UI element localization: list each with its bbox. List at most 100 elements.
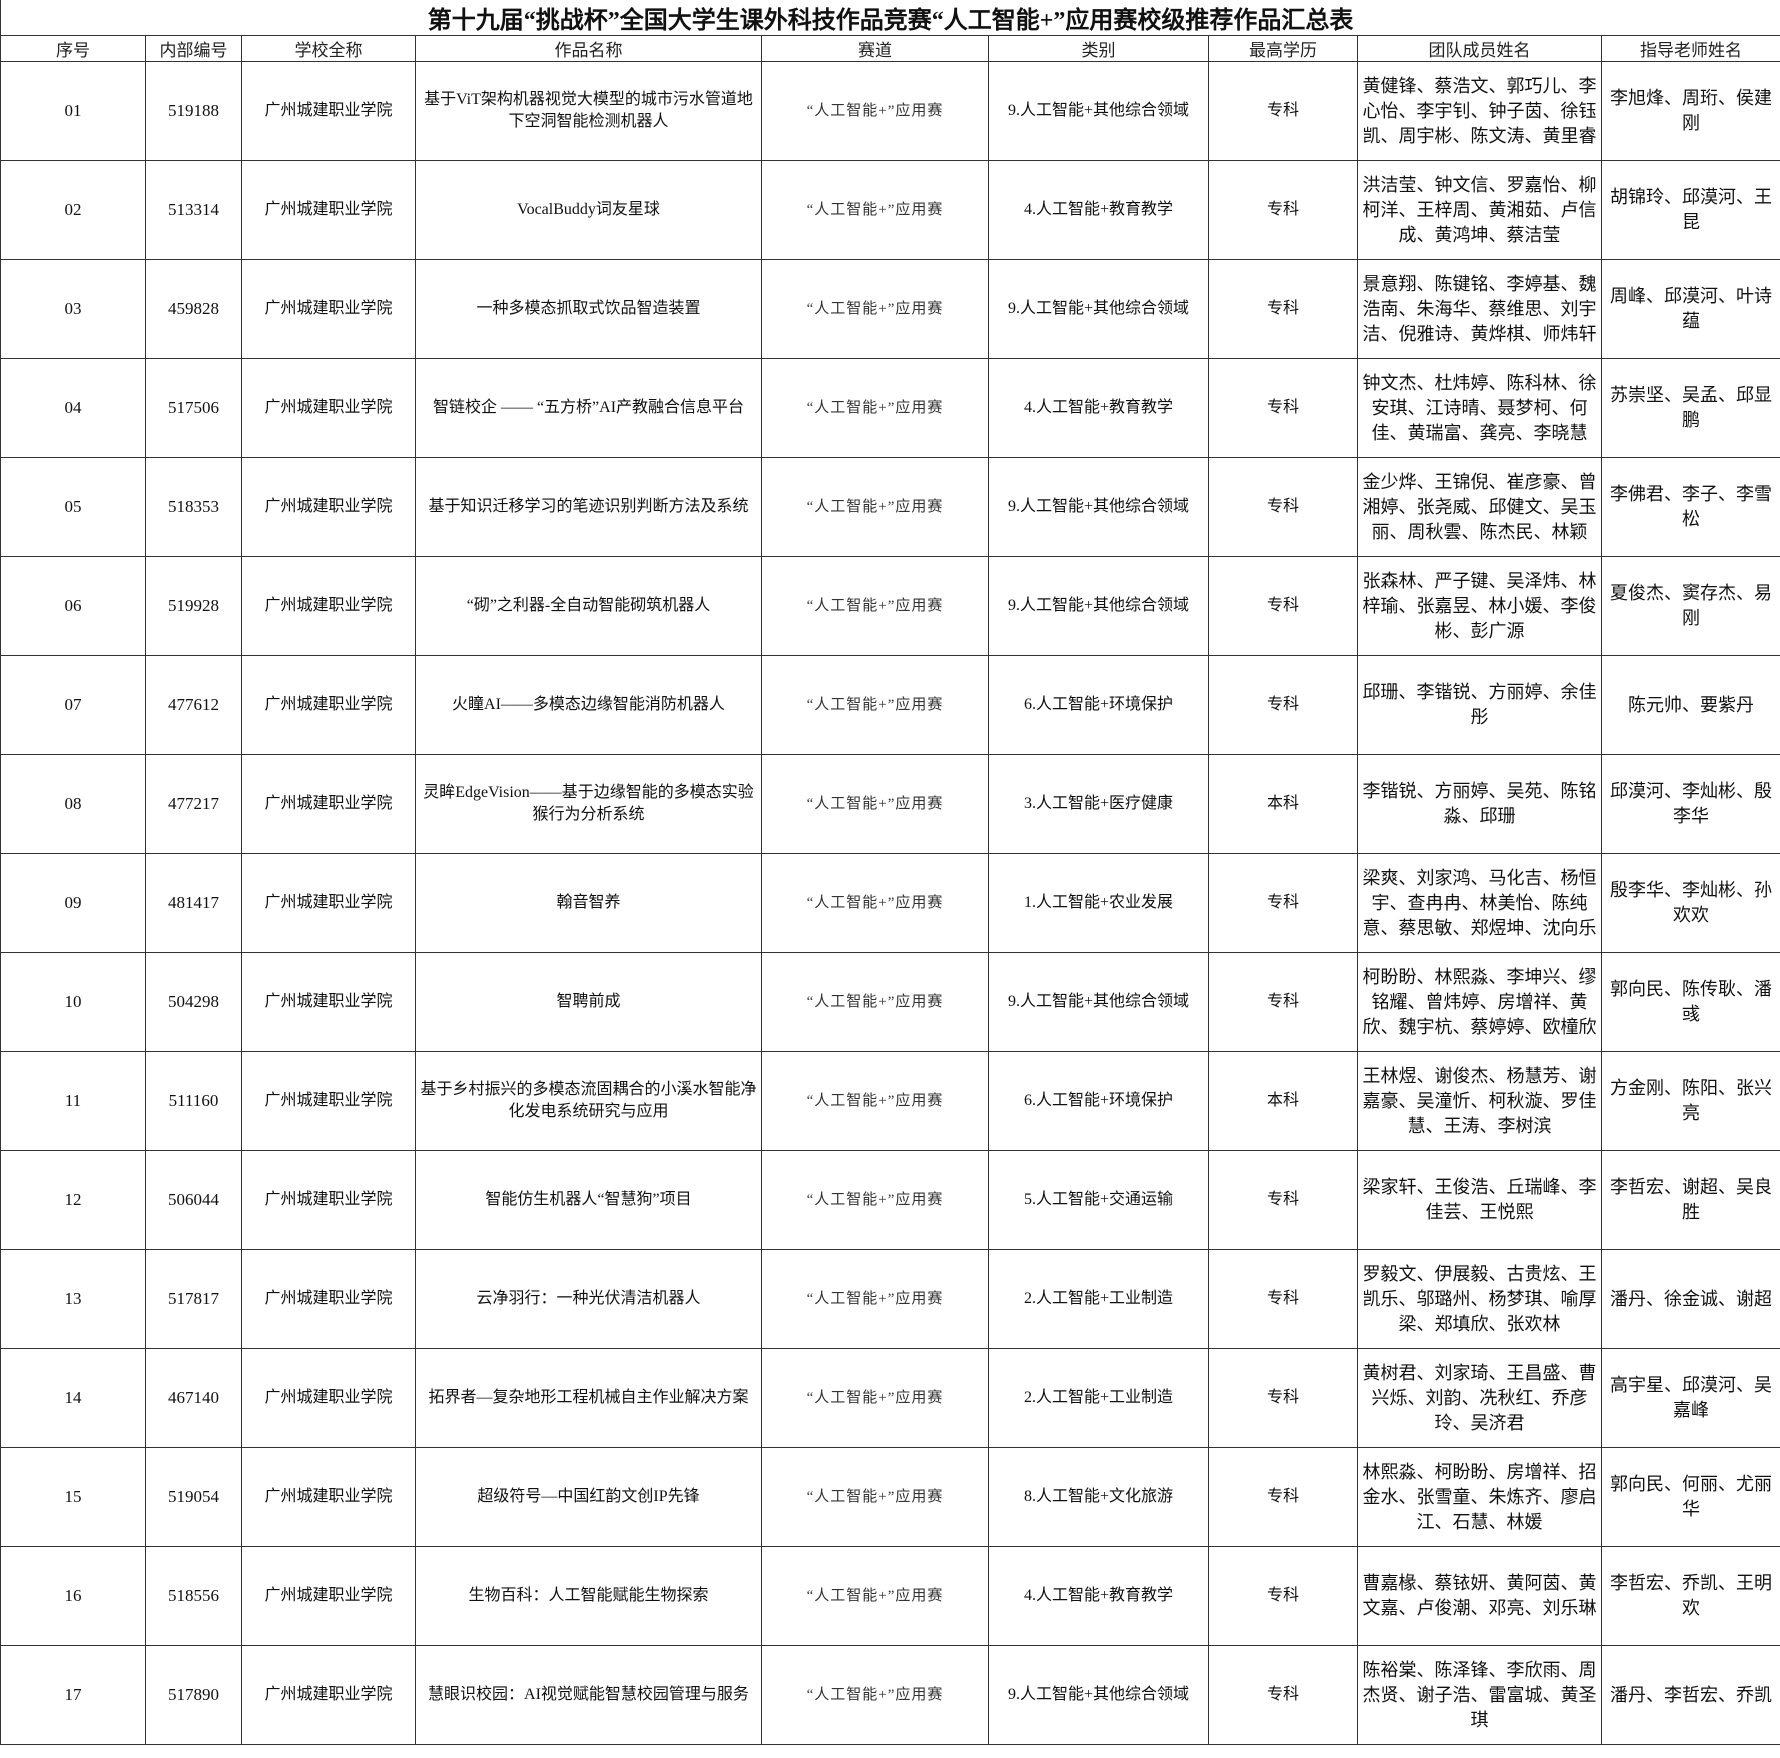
cell-serial: 06 <box>0 556 146 656</box>
table-row: 10 504298 广州城建职业学院 智聘前成 “人工智能+”应用赛 9.人工智能+其他综… <box>0 952 1780 1052</box>
cell-internal-id: 511160 <box>145 1051 242 1151</box>
cell-serial: 16 <box>0 1546 146 1646</box>
cell-track: “人工智能+”应用赛 <box>761 61 989 161</box>
cell-track: “人工智能+”应用赛 <box>761 853 989 953</box>
table-row: 13 517817 广州城建职业学院 云净羽行：一种光伏清洁机器人 “人工智能+”应用赛… <box>0 1249 1780 1349</box>
cell-team-members: 林熙淼、柯盼盼、房增祥、招金水、张雪童、朱炼齐、廖启江、石慧、林媛 <box>1357 1447 1602 1547</box>
cell-advisors: 周峰、邱漠河、叶诗蕴 <box>1600 259 1780 359</box>
cell-serial: 01 <box>0 61 146 161</box>
table-row: 07 477612 广州城建职业学院 火瞳AI——多模态边缘智能消防机器人 “人工智能+… <box>0 655 1780 755</box>
cell-advisors: 殷李华、李灿彬、孙欢欢 <box>1600 853 1780 953</box>
cell-category: 9.人工智能+其他综合领域 <box>988 556 1209 656</box>
cell-advisors: 苏崇坚、吴孟、邱显鹏 <box>1600 358 1780 458</box>
cell-internal-id: 518353 <box>145 457 242 557</box>
cell-project-name: 超级符号—中国红韵文创IP先锋 <box>415 1447 762 1547</box>
cell-internal-id: 477612 <box>145 655 242 755</box>
cell-school: 广州城建职业学院 <box>241 754 416 854</box>
cell-school: 广州城建职业学院 <box>241 160 416 260</box>
cell-school: 广州城建职业学院 <box>241 1645 416 1745</box>
table-row: 16 518556 广州城建职业学院 生物百科：人工智能赋能生物探索 “人工智能+”应用… <box>0 1546 1780 1646</box>
cell-school: 广州城建职业学院 <box>241 556 416 656</box>
cell-education: 专科 <box>1208 556 1358 656</box>
cell-education: 本科 <box>1208 1051 1358 1151</box>
cell-school: 广州城建职业学院 <box>241 1546 416 1646</box>
cell-internal-id: 517817 <box>145 1249 242 1349</box>
cell-category: 1.人工智能+农业发展 <box>988 853 1209 953</box>
cell-education: 专科 <box>1208 160 1358 260</box>
cell-education: 专科 <box>1208 952 1358 1052</box>
header-col-project-name: 作品名称 <box>415 35 762 62</box>
cell-project-name: 云净羽行：一种光伏清洁机器人 <box>415 1249 762 1349</box>
table-row: 01 519188 广州城建职业学院 基于ViT架构机器视觉大模型的城市污水管道地下空… <box>0 61 1780 161</box>
table-row: 03 459828 广州城建职业学院 一种多模态抓取式饮品智造装置 “人工智能+”应用赛… <box>0 259 1780 359</box>
cell-team-members: 王林煜、谢俊杰、杨慧芳、谢嘉豪、吴潼忻、柯秋漩、罗佳慧、王涛、李树滨 <box>1357 1051 1602 1151</box>
cell-serial: 11 <box>0 1051 146 1151</box>
cell-advisors: 郭向民、何丽、尤丽华 <box>1600 1447 1780 1547</box>
cell-category: 9.人工智能+其他综合领域 <box>988 259 1209 359</box>
cell-category: 2.人工智能+工业制造 <box>988 1249 1209 1349</box>
table-title: 第十九届“挑战杯”全国大学生课外科技作品竞赛“人工智能+”应用赛校级推荐作品汇总… <box>0 0 1780 36</box>
cell-track: “人工智能+”应用赛 <box>761 754 989 854</box>
cell-track: “人工智能+”应用赛 <box>761 1546 989 1646</box>
header-col-team-members: 团队成员姓名 <box>1357 35 1602 62</box>
cell-school: 广州城建职业学院 <box>241 952 416 1052</box>
table-row: 14 467140 广州城建职业学院 拓界者—复杂地形工程机械自主作业解决方案 “人工智… <box>0 1348 1780 1448</box>
table-row: 15 519054 广州城建职业学院 超级符号—中国红韵文创IP先锋 “人工智能+”应用… <box>0 1447 1780 1547</box>
cell-team-members: 邱珊、李锴锐、方丽婷、余佳彤 <box>1357 655 1602 755</box>
cell-school: 广州城建职业学院 <box>241 655 416 755</box>
cell-track: “人工智能+”应用赛 <box>761 556 989 656</box>
cell-advisors: 潘丹、徐金诚、谢超 <box>1600 1249 1780 1349</box>
cell-category: 4.人工智能+教育教学 <box>988 160 1209 260</box>
cell-education: 专科 <box>1208 1249 1358 1349</box>
cell-school: 广州城建职业学院 <box>241 853 416 953</box>
cell-advisors: 邱漠河、李灿彬、殷李华 <box>1600 754 1780 854</box>
cell-advisors: 李佛君、李子、李雪松 <box>1600 457 1780 557</box>
table-row: 02 513314 广州城建职业学院 VocalBuddy词友星球 “人工智能+”应用赛… <box>0 160 1780 260</box>
header-col-category: 类别 <box>988 35 1209 62</box>
cell-team-members: 柯盼盼、林熙淼、李坤兴、缪铭耀、曾炜婷、房增祥、黄欣、魏宇杭、蔡婷婷、欧橦欣 <box>1357 952 1602 1052</box>
cell-advisors: 胡锦玲、邱漠河、王昆 <box>1600 160 1780 260</box>
cell-advisors: 高宇星、邱漠河、吴嘉峰 <box>1600 1348 1780 1448</box>
cell-education: 专科 <box>1208 1447 1358 1547</box>
cell-team-members: 黄树君、刘家琦、王昌盛、曹兴烁、刘韵、冼秋红、乔彦玲、吴济君 <box>1357 1348 1602 1448</box>
cell-project-name: 慧眼识校园：AI视觉赋能智慧校园管理与服务 <box>415 1645 762 1745</box>
cell-advisors: 夏俊杰、窦存杰、易刚 <box>1600 556 1780 656</box>
cell-team-members: 景意翔、陈键铭、李婷基、魏浩南、朱海华、蔡维思、刘宇洁、倪雅诗、黄烨棋、师炜轩 <box>1357 259 1602 359</box>
cell-school: 广州城建职业学院 <box>241 1249 416 1349</box>
cell-serial: 09 <box>0 853 146 953</box>
header-col-advisors: 指导老师姓名 <box>1600 35 1780 62</box>
cell-internal-id: 459828 <box>145 259 242 359</box>
cell-school: 广州城建职业学院 <box>241 1051 416 1151</box>
cell-internal-id: 481417 <box>145 853 242 953</box>
cell-project-name: 火瞳AI——多模态边缘智能消防机器人 <box>415 655 762 755</box>
cell-track: “人工智能+”应用赛 <box>761 1051 989 1151</box>
table-row: 12 506044 广州城建职业学院 智能仿生机器人“智慧狗”项目 “人工智能+”应用赛… <box>0 1150 1780 1250</box>
cell-serial: 15 <box>0 1447 146 1547</box>
cell-track: “人工智能+”应用赛 <box>761 655 989 755</box>
cell-category: 9.人工智能+其他综合领域 <box>988 952 1209 1052</box>
cell-internal-id: 519188 <box>145 61 242 161</box>
cell-serial: 02 <box>0 160 146 260</box>
header-col-education: 最高学历 <box>1208 35 1358 62</box>
cell-education: 专科 <box>1208 61 1358 161</box>
cell-education: 专科 <box>1208 1546 1358 1646</box>
cell-category: 2.人工智能+工业制造 <box>988 1348 1209 1448</box>
cell-education: 专科 <box>1208 853 1358 953</box>
cell-team-members: 金少烨、王锦倪、崔彦豪、曾湘婷、张尧威、邱健文、吴玉丽、周秋雲、陈杰民、林颖 <box>1357 457 1602 557</box>
cell-serial: 05 <box>0 457 146 557</box>
cell-project-name: “砌”之利器-全自动智能砌筑机器人 <box>415 556 762 656</box>
cell-education: 专科 <box>1208 259 1358 359</box>
cell-project-name: 基于乡村振兴的多模态流固耦合的小溪水智能净化发电系统研究与应用 <box>415 1051 762 1151</box>
header-col-serial: 序号 <box>0 35 146 62</box>
cell-track: “人工智能+”应用赛 <box>761 1348 989 1448</box>
table-row: 11 511160 广州城建职业学院 基于乡村振兴的多模态流固耦合的小溪水智能净化发电… <box>0 1051 1780 1151</box>
cell-internal-id: 517506 <box>145 358 242 458</box>
cell-track: “人工智能+”应用赛 <box>761 1447 989 1547</box>
cell-project-name: VocalBuddy词友星球 <box>415 160 762 260</box>
cell-internal-id: 467140 <box>145 1348 242 1448</box>
header-col-track: 赛道 <box>761 35 989 62</box>
cell-project-name: 智链校企 —— “五方桥”AI产教融合信息平台 <box>415 358 762 458</box>
cell-track: “人工智能+”应用赛 <box>761 1249 989 1349</box>
cell-education: 专科 <box>1208 1645 1358 1745</box>
cell-track: “人工智能+”应用赛 <box>761 259 989 359</box>
